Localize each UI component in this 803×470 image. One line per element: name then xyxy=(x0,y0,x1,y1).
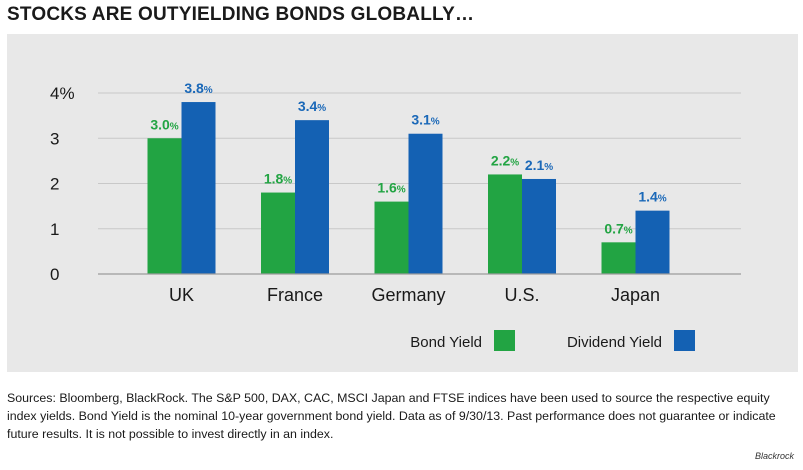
bar-dividend-yield xyxy=(522,178,556,274)
source-note: Sources: Bloomberg, BlackRock. The S&P 5… xyxy=(7,391,776,441)
data-label: 2.2% xyxy=(491,152,519,168)
data-label: 3.1% xyxy=(411,112,439,128)
x-tick-label: U.S. xyxy=(504,285,539,305)
chart-title: STOCKS ARE OUTYIELDING BONDS GLOBALLY… xyxy=(7,4,475,25)
credit-label: Blackrock xyxy=(754,451,794,461)
x-tick-label: UK xyxy=(169,285,194,305)
legend-swatch xyxy=(674,330,695,351)
bar-bond-yield xyxy=(147,138,182,274)
bar-dividend-yield xyxy=(181,102,216,274)
data-label: 2.1% xyxy=(525,157,553,173)
bar-dividend-yield xyxy=(408,133,443,274)
x-tick-label: Japan xyxy=(611,285,660,305)
y-tick-label: 4% xyxy=(50,84,75,103)
bar-bond-yield xyxy=(601,242,636,274)
x-tick-label: France xyxy=(267,285,323,305)
data-label: 3.8% xyxy=(184,80,212,96)
data-label: 1.6% xyxy=(377,180,405,196)
legend-swatch xyxy=(494,330,515,351)
y-tick-label: 0 xyxy=(50,265,59,284)
data-label: 1.4% xyxy=(638,189,666,205)
bar-bond-yield xyxy=(488,174,522,274)
legend-label: Bond Yield xyxy=(410,334,482,351)
data-label: 3.4% xyxy=(298,98,326,114)
chart-panel: 4% 3 2 1 0 3.0% 3.8% UK 1.8% 3.4% France 1.6% 3.1% Ge… xyxy=(7,34,798,372)
bar-bond-yield xyxy=(261,192,295,274)
y-tick-label: 1 xyxy=(50,220,59,239)
y-tick-label: 3 xyxy=(50,129,59,148)
bar-dividend-yield xyxy=(295,120,329,275)
legend-label: Dividend Yield xyxy=(567,334,662,351)
y-tick-label: 2 xyxy=(50,175,59,194)
x-tick-label: Germany xyxy=(371,285,445,305)
bar-bond-yield xyxy=(374,201,409,274)
data-label: 1.8% xyxy=(264,171,292,187)
data-label: 3.0% xyxy=(150,116,178,132)
data-label: 0.7% xyxy=(604,220,632,236)
bar-chart: 4% 3 2 1 0 3.0% 3.8% UK 1.8% 3.4% France 1.6% 3.1% Ge… xyxy=(50,80,741,351)
bar-dividend-yield xyxy=(635,210,670,274)
